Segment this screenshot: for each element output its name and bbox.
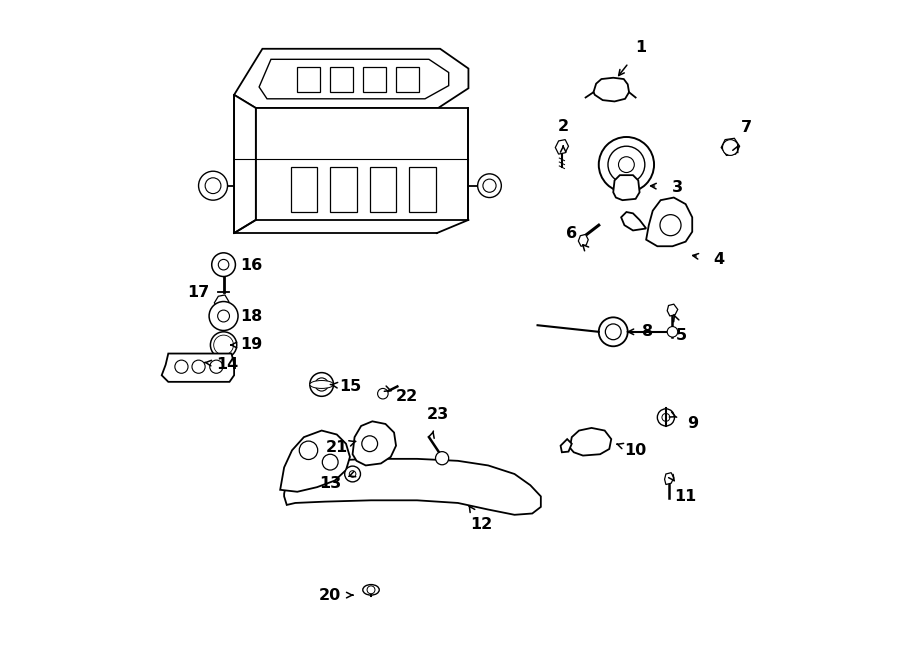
Circle shape (209, 301, 238, 330)
Polygon shape (162, 354, 234, 382)
Circle shape (598, 137, 654, 192)
Circle shape (378, 389, 388, 399)
Polygon shape (234, 49, 468, 108)
Text: 17: 17 (187, 285, 210, 300)
Polygon shape (593, 78, 629, 101)
Text: 16: 16 (240, 258, 262, 274)
Text: 14: 14 (216, 357, 239, 372)
Text: 23: 23 (427, 407, 449, 422)
FancyBboxPatch shape (330, 67, 353, 93)
Text: 3: 3 (671, 180, 682, 194)
Circle shape (362, 436, 378, 451)
FancyBboxPatch shape (291, 167, 317, 212)
FancyBboxPatch shape (396, 67, 419, 93)
Text: 22: 22 (396, 389, 418, 404)
Circle shape (657, 408, 674, 426)
Circle shape (217, 338, 230, 352)
Text: 18: 18 (240, 309, 262, 323)
Text: 1: 1 (635, 40, 646, 55)
Circle shape (199, 171, 228, 200)
Text: 20: 20 (320, 588, 341, 603)
Circle shape (212, 253, 236, 276)
Circle shape (618, 157, 634, 173)
Text: 5: 5 (676, 329, 688, 343)
Text: 21: 21 (326, 440, 348, 455)
Polygon shape (284, 459, 541, 515)
Circle shape (598, 317, 627, 346)
Circle shape (436, 451, 449, 465)
Text: 7: 7 (741, 120, 751, 136)
Circle shape (483, 179, 496, 192)
Circle shape (315, 378, 328, 391)
Text: 2: 2 (558, 119, 569, 134)
FancyBboxPatch shape (297, 67, 320, 93)
Circle shape (219, 259, 229, 270)
Polygon shape (256, 108, 468, 220)
Polygon shape (664, 473, 674, 485)
Circle shape (211, 332, 237, 358)
FancyBboxPatch shape (410, 167, 436, 212)
Text: 6: 6 (566, 225, 577, 241)
Circle shape (345, 466, 361, 482)
Circle shape (660, 215, 681, 236)
Polygon shape (234, 95, 256, 233)
Text: 8: 8 (642, 325, 653, 339)
Polygon shape (613, 175, 640, 200)
Circle shape (175, 360, 188, 373)
Text: 4: 4 (713, 252, 725, 267)
Text: 19: 19 (240, 338, 262, 352)
Text: 13: 13 (320, 476, 341, 490)
Polygon shape (621, 212, 646, 231)
FancyBboxPatch shape (363, 67, 386, 93)
Polygon shape (570, 428, 611, 455)
Circle shape (662, 413, 670, 421)
Text: 10: 10 (625, 443, 647, 458)
FancyBboxPatch shape (370, 167, 396, 212)
Polygon shape (579, 235, 589, 247)
Circle shape (367, 586, 375, 594)
Circle shape (723, 139, 738, 155)
Circle shape (608, 146, 644, 183)
FancyBboxPatch shape (330, 167, 356, 212)
Circle shape (322, 454, 338, 470)
Polygon shape (555, 139, 569, 154)
Circle shape (205, 178, 220, 194)
Circle shape (300, 441, 318, 459)
Circle shape (192, 360, 205, 373)
Ellipse shape (310, 381, 334, 389)
Polygon shape (646, 198, 692, 247)
Circle shape (478, 174, 501, 198)
Circle shape (218, 310, 230, 322)
Circle shape (667, 327, 678, 337)
Polygon shape (214, 295, 229, 309)
Text: 9: 9 (687, 416, 698, 432)
Circle shape (606, 324, 621, 340)
Polygon shape (561, 439, 572, 452)
Polygon shape (667, 304, 678, 316)
Text: 11: 11 (674, 489, 697, 504)
Polygon shape (353, 421, 396, 465)
Circle shape (310, 373, 334, 397)
Ellipse shape (363, 584, 379, 595)
Circle shape (213, 335, 233, 355)
Circle shape (349, 471, 356, 477)
Polygon shape (721, 138, 740, 155)
Circle shape (210, 360, 223, 373)
Polygon shape (259, 59, 449, 98)
Text: 15: 15 (338, 379, 361, 394)
Polygon shape (280, 430, 350, 492)
Text: 12: 12 (471, 517, 492, 532)
